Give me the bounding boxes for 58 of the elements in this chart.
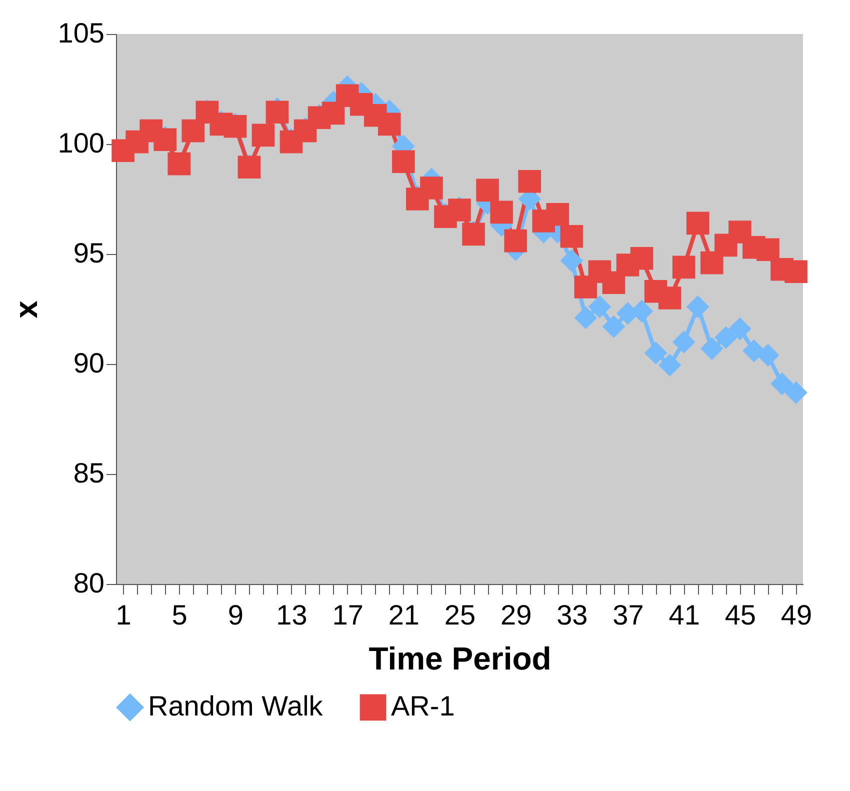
point bbox=[672, 330, 696, 354]
point bbox=[658, 354, 682, 376]
x-tick-label: 45 bbox=[724, 600, 756, 630]
point bbox=[756, 238, 780, 261]
x-tick-label: 33 bbox=[556, 600, 588, 630]
x-axis-title: Time Period bbox=[368, 640, 552, 676]
point bbox=[588, 295, 612, 318]
point bbox=[560, 225, 584, 248]
point bbox=[546, 203, 570, 226]
point bbox=[658, 286, 682, 310]
point bbox=[560, 249, 584, 272]
point bbox=[462, 222, 485, 246]
legend-label: Random Walk bbox=[148, 690, 324, 722]
x-tick-label: 17 bbox=[332, 600, 364, 630]
legend-label: AR-1 bbox=[391, 690, 455, 722]
point bbox=[392, 150, 415, 173]
point bbox=[770, 372, 794, 396]
point bbox=[756, 344, 780, 367]
x-tick-label: 5 bbox=[172, 600, 188, 630]
y-tick-label: 80 bbox=[73, 568, 104, 598]
point bbox=[518, 170, 542, 193]
point bbox=[490, 200, 513, 224]
x-tick-label: 13 bbox=[276, 600, 308, 630]
point bbox=[784, 260, 808, 283]
y-tick-label: 90 bbox=[73, 348, 104, 378]
point bbox=[728, 317, 752, 340]
point bbox=[574, 306, 598, 330]
point bbox=[630, 247, 654, 270]
y-tick-label: 105 bbox=[58, 18, 104, 48]
point bbox=[784, 381, 808, 404]
y-axis-title: x bbox=[8, 300, 44, 318]
x-tick-label: 21 bbox=[388, 600, 420, 630]
y-tick-label: 85 bbox=[73, 458, 104, 488]
point bbox=[602, 315, 626, 338]
x-tick-label: 25 bbox=[444, 600, 476, 630]
point bbox=[378, 112, 401, 136]
point bbox=[700, 337, 724, 360]
point bbox=[714, 326, 738, 349]
point bbox=[448, 198, 471, 222]
point bbox=[504, 229, 527, 252]
point bbox=[686, 295, 710, 318]
point bbox=[420, 176, 443, 200]
point bbox=[266, 100, 289, 124]
point bbox=[644, 342, 668, 364]
point bbox=[224, 115, 247, 138]
y-tick-label: 95 bbox=[73, 238, 104, 268]
x-tick-label: 37 bbox=[612, 600, 644, 630]
x-tick-label: 49 bbox=[780, 600, 812, 630]
y-tick-label: 100 bbox=[58, 128, 104, 158]
x-tick-label: 9 bbox=[228, 600, 244, 630]
point bbox=[686, 212, 710, 235]
point bbox=[476, 178, 499, 202]
x-tick-label: 41 bbox=[668, 600, 700, 630]
point bbox=[672, 256, 696, 279]
x-tick-label: 1 bbox=[116, 600, 132, 630]
point bbox=[700, 251, 724, 274]
x-tick-label: 29 bbox=[500, 600, 532, 630]
point bbox=[602, 271, 626, 294]
